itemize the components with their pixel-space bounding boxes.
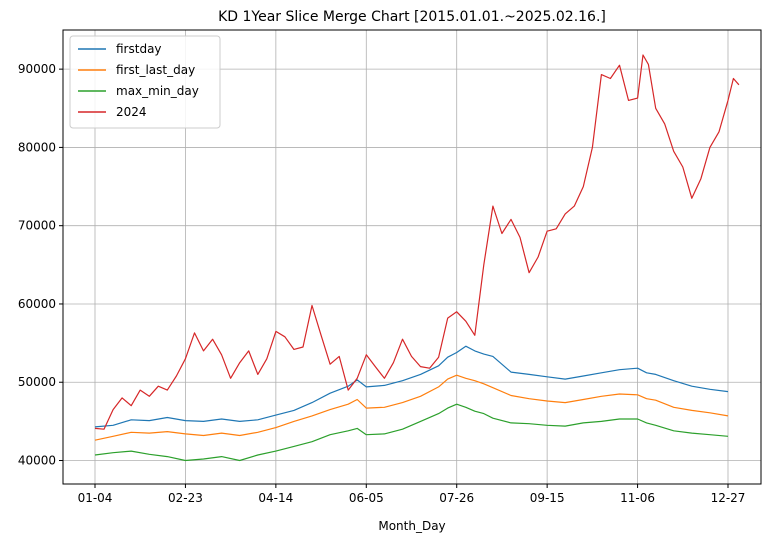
series-line-max-min-day <box>94 403 729 462</box>
legend-box <box>69 35 221 129</box>
x-tick-label: 12-27 <box>711 491 746 505</box>
legend-label: 2024 <box>116 105 147 119</box>
y-tick-label: 80000 <box>18 140 56 154</box>
y-tick-label: 40000 <box>18 454 56 468</box>
y-tick-label: 50000 <box>18 375 56 389</box>
legend-label: firstday <box>116 42 162 56</box>
series-line-first-last-day <box>94 374 729 441</box>
x-axis-ticks: 01-04 02-23 04-14 06-05 07-26 09-15 11-06 12-27 <box>78 484 746 505</box>
y-tick-label: 90000 <box>18 62 56 76</box>
x-tick-label: 11-06 <box>620 491 655 505</box>
y-tick-label: 60000 <box>18 297 56 311</box>
series-line-2024 <box>94 54 740 430</box>
series-line-firstday <box>94 345 729 428</box>
plot-lines <box>94 54 740 462</box>
y-axis-ticks: 40000 50000 60000 70000 80000 90000 <box>18 62 63 468</box>
plot-frame <box>62 29 762 485</box>
x-tick-label: 02-23 <box>168 491 203 505</box>
chart-title: KD 1Year Slice Merge Chart [2015.01.01.~… <box>218 9 606 25</box>
legend-label: first_last_day <box>116 63 195 77</box>
x-axis-title: Month_Day <box>378 519 445 533</box>
legend-label: max_min_day <box>116 84 199 98</box>
y-tick-label: 70000 <box>18 219 56 233</box>
x-tick-label: 06-05 <box>349 491 384 505</box>
x-tick-label: 01-04 <box>78 491 113 505</box>
x-tick-label: 07-26 <box>439 491 474 505</box>
x-tick-label: 09-15 <box>530 491 565 505</box>
x-tick-label: 04-14 <box>258 491 293 505</box>
legend: firstday first_last_day max_min_day 2024 <box>69 35 221 129</box>
